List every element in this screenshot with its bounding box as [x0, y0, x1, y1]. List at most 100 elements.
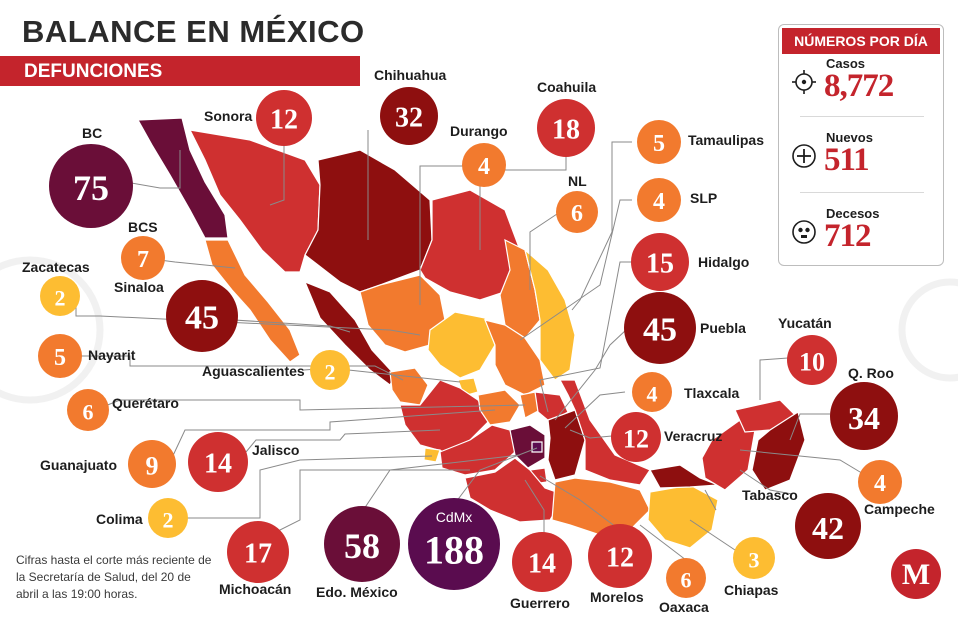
bubble-veracruz	[611, 412, 661, 462]
label-nl: NL	[568, 173, 587, 189]
bubble-guerrero	[512, 532, 572, 592]
state-bubbles: BC 75 Sonora 12 Chihuahua 32 Coahuila 18…	[22, 67, 935, 615]
value-durango: 4	[478, 154, 490, 180]
state-zacatecas[interactable]	[427, 311, 496, 379]
value-sonora: 12	[270, 105, 298, 136]
label-edomex: Edo. México	[316, 584, 398, 600]
label-qroo: Q. Roo	[848, 365, 894, 381]
state-veracruz[interactable]	[559, 379, 651, 486]
label-sonora: Sonora	[204, 108, 252, 124]
nuevos-value: 511	[824, 142, 870, 178]
bubble-chihuahua	[380, 87, 438, 145]
value-slp: 4	[653, 189, 665, 215]
bubble-nl	[556, 191, 598, 233]
state-chiapas[interactable]	[647, 484, 719, 549]
label-veracruz: Veracruz	[664, 428, 722, 444]
milenio-logo: M	[891, 549, 941, 599]
label-morelos: Morelos	[590, 589, 644, 605]
bubble-oaxaca	[666, 558, 706, 598]
value-veracruz: 12	[623, 425, 649, 454]
label-queretaro: Querétaro	[112, 395, 179, 411]
value-guerrero: 14	[528, 549, 556, 580]
label-tamaulipas: Tamaulipas	[688, 132, 764, 148]
bubble-tlaxcala	[632, 372, 672, 412]
value-colima: 2	[163, 508, 174, 533]
label-sinaloa: Sinaloa	[114, 279, 164, 295]
value-tabasco: 42	[812, 510, 844, 546]
value-nayarit: 5	[54, 345, 66, 371]
state-oaxaca[interactable]	[551, 477, 651, 536]
bubble-qroo	[830, 382, 898, 450]
state-colima[interactable]	[423, 447, 441, 463]
stat-decesos: Decesos 712	[784, 206, 934, 266]
source-note: Cifras hasta el corte más reciente de la…	[16, 553, 212, 601]
stat-nuevos: Nuevos 511	[784, 130, 934, 190]
state-cdmx[interactable]	[531, 441, 543, 453]
label-hidalgo: Hidalgo	[698, 254, 749, 270]
label-coahuila: Coahuila	[537, 79, 596, 95]
label-cdmx: CdMx	[436, 509, 473, 525]
title-part-2: MÉXICO	[239, 14, 365, 49]
bubble-campeche	[858, 460, 902, 504]
value-michoacan: 17	[244, 539, 272, 570]
value-tlaxcala: 4	[647, 382, 658, 407]
value-queretaro: 6	[83, 400, 94, 425]
bubble-puebla	[624, 292, 696, 364]
label-colima: Colima	[96, 511, 143, 527]
label-chiapas: Chiapas	[724, 582, 779, 598]
value-hidalgo: 15	[646, 249, 674, 280]
value-zacatecas: 2	[55, 286, 66, 311]
state-edomex[interactable]	[509, 424, 546, 469]
virus-background-icon	[0, 256, 958, 404]
subtitle-bar	[0, 56, 360, 86]
bubble-durango	[462, 143, 506, 187]
bubble-sinaloa	[166, 280, 238, 352]
bubble-queretaro	[67, 389, 109, 431]
value-bcs: 7	[137, 247, 149, 273]
state-guanajuato[interactable]	[477, 389, 521, 426]
bubble-aguascalientes	[310, 350, 350, 390]
casos-label: Casos	[826, 56, 866, 71]
value-tamaulipas: 5	[653, 131, 665, 157]
value-cdmx: 188	[424, 528, 484, 573]
page-title: BALANCE EN MÉXICO	[22, 14, 365, 50]
panel-heading: NÚMEROS POR DÍA	[782, 28, 940, 54]
panel-divider	[800, 116, 924, 117]
bubble-michoacan	[227, 521, 289, 583]
label-campeche: Campeche	[864, 501, 935, 517]
stat-casos: Casos 8,772	[784, 56, 934, 116]
state-nayarit[interactable]	[389, 367, 429, 406]
bubble-tamaulipas	[637, 120, 681, 164]
bubble-colima	[148, 498, 188, 538]
label-guanajuato: Guanajuato	[40, 457, 117, 473]
label-slp: SLP	[690, 190, 717, 206]
value-nl: 6	[571, 201, 583, 227]
label-nayarit: Nayarit	[88, 347, 136, 363]
state-bc[interactable]	[137, 117, 229, 239]
bubble-bcs	[121, 236, 165, 280]
label-aguascalientes: Aguascalientes	[202, 363, 305, 379]
bubble-zacatecas	[40, 276, 80, 316]
label-tlaxcala: Tlaxcala	[684, 385, 739, 401]
label-michoacan: Michoacán	[219, 581, 291, 597]
value-chihuahua: 32	[395, 103, 423, 134]
value-chiapas: 3	[749, 548, 760, 573]
bubble-cdmx	[408, 498, 500, 590]
value-campeche: 4	[874, 471, 886, 497]
bubble-coahuila	[537, 99, 595, 157]
bubble-sonora	[256, 90, 312, 146]
bubble-bc	[49, 144, 133, 228]
virus-icon	[792, 70, 816, 94]
label-puebla: Puebla	[700, 320, 746, 336]
state-bcs[interactable]	[204, 239, 301, 363]
decesos-value: 712	[824, 218, 871, 254]
value-aguascalientes: 2	[325, 360, 336, 385]
bubble-jalisco	[188, 432, 248, 492]
state-slp[interactable]	[484, 319, 546, 396]
state-coahuila[interactable]	[419, 189, 521, 301]
value-guanajuato: 9	[146, 452, 159, 481]
decesos-label: Decesos	[826, 206, 880, 221]
bubble-nayarit	[38, 334, 82, 378]
state-sonora[interactable]	[188, 129, 321, 273]
